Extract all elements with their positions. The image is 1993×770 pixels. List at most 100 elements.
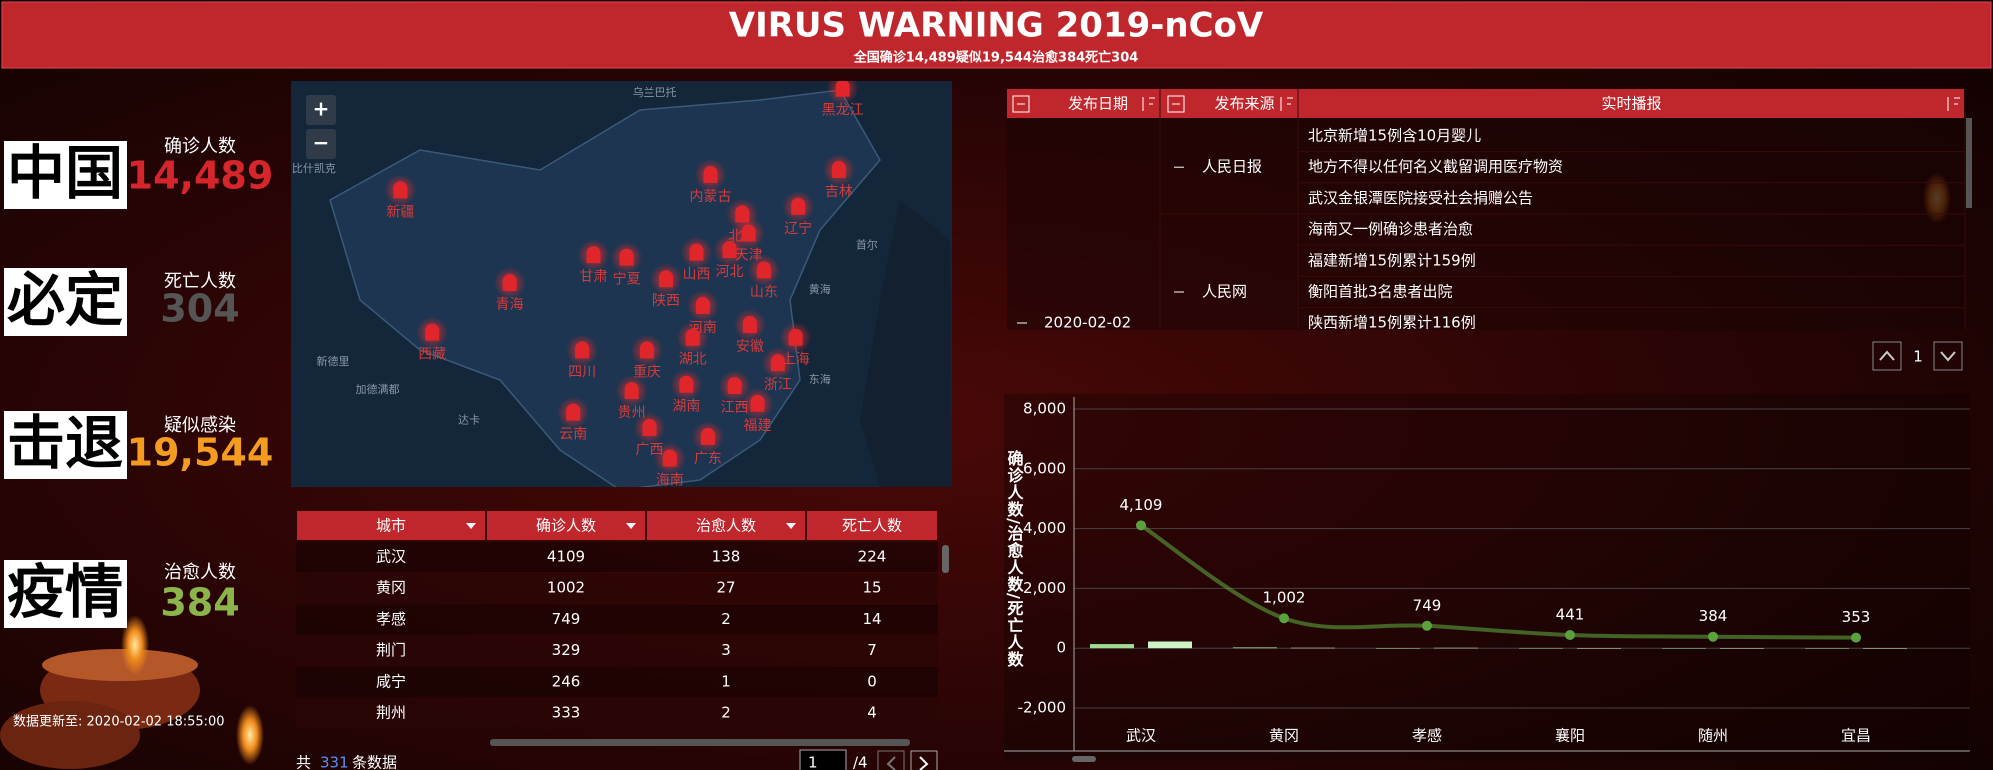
- slogan: 必定: [7, 266, 123, 334]
- line-point[interactable]: [1708, 631, 1718, 642]
- news-item[interactable]: 北京新增15例含10月婴儿: [1308, 127, 1481, 145]
- city-row[interactable]: [296, 666, 938, 697]
- news-scrollbar[interactable]: [1966, 118, 1972, 208]
- province-label: 黑龙江: [822, 103, 864, 119]
- filter-icon[interactable]: [786, 523, 796, 529]
- city-row[interactable]: [296, 635, 938, 666]
- collapse-button[interactable]: [1167, 95, 1185, 113]
- map-marker[interactable]: [689, 243, 704, 261]
- zoom-out-button[interactable]: [306, 129, 336, 159]
- news-next-page[interactable]: [1933, 341, 1963, 371]
- map-marker[interactable]: [393, 181, 408, 199]
- next-page[interactable]: [910, 750, 938, 770]
- line-point[interactable]: [1422, 620, 1432, 631]
- bar: [1577, 648, 1621, 649]
- city-row[interactable]: [296, 698, 938, 728]
- city-cell: 333: [552, 704, 581, 722]
- map-marker[interactable]: [659, 270, 674, 288]
- filter-icon[interactable]: [626, 523, 636, 529]
- map-marker[interactable]: [788, 328, 803, 346]
- page-title: VIRUS WARNING 2019-nCoV: [729, 6, 1264, 46]
- map-marker[interactable]: [835, 80, 850, 97]
- map-marker[interactable]: [722, 240, 737, 258]
- map-marker[interactable]: [741, 224, 756, 242]
- map-marker[interactable]: [791, 197, 806, 215]
- map-marker[interactable]: [639, 341, 654, 359]
- map-marker[interactable]: [700, 427, 715, 445]
- map-marker[interactable]: [425, 323, 440, 341]
- y-tick-label: 8,000: [1023, 400, 1066, 418]
- sort-icon[interactable]: [1947, 97, 1960, 111]
- stat-label: 疑似感染: [164, 415, 236, 436]
- y-tick-label: 4,000: [1023, 519, 1066, 537]
- province-label: 浙江: [764, 377, 792, 393]
- map-marker[interactable]: [679, 375, 694, 393]
- city-row[interactable]: [296, 604, 938, 635]
- prev-page[interactable]: [877, 750, 905, 770]
- map-marker[interactable]: [502, 274, 517, 292]
- collapse-button[interactable]: [1012, 95, 1030, 113]
- map-marker[interactable]: [703, 166, 718, 184]
- map-marker[interactable]: [742, 315, 757, 333]
- news-prev-page[interactable]: [1872, 341, 1902, 371]
- news-item[interactable]: 衡阳首批3名患者出院: [1308, 283, 1453, 301]
- map-marker[interactable]: [586, 246, 601, 264]
- map-marker[interactable]: [770, 354, 785, 372]
- map-marker[interactable]: [619, 248, 634, 266]
- news-column-header: 发布日期: [1068, 95, 1128, 113]
- city-cell: 1: [721, 672, 731, 690]
- sort-icon[interactable]: [1280, 97, 1293, 111]
- page-input[interactable]: [799, 749, 847, 770]
- city-row[interactable]: [296, 542, 938, 572]
- news-item[interactable]: 武汉金银潭医院接受社会捐赠公告: [1308, 189, 1533, 207]
- map-marker[interactable]: [624, 382, 639, 400]
- line-point[interactable]: [1565, 630, 1575, 641]
- city-cell: 4: [867, 704, 877, 722]
- map-marker[interactable]: [642, 418, 657, 436]
- x-tick-label: 黄冈: [1269, 727, 1299, 745]
- header-bar: [1, 1, 1992, 69]
- map-marker[interactable]: [662, 449, 677, 467]
- line-point[interactable]: [1851, 632, 1861, 643]
- stat-value: 19,544: [127, 431, 274, 475]
- bar: [1720, 648, 1764, 649]
- chart-scroll[interactable]: [1072, 756, 1096, 762]
- map-marker[interactable]: [685, 328, 700, 346]
- news-source: 人民网: [1202, 283, 1247, 301]
- map-marker[interactable]: [727, 376, 742, 394]
- line-point[interactable]: [1279, 613, 1289, 624]
- zoom-in-button[interactable]: [306, 95, 336, 125]
- bar: [1863, 648, 1907, 649]
- news-item[interactable]: 陕西新增15例累计116例: [1308, 314, 1476, 332]
- city-vscroll[interactable]: [942, 545, 949, 573]
- map-marker[interactable]: [566, 403, 581, 421]
- line-point[interactable]: [1136, 520, 1146, 531]
- sort-icon[interactable]: [1142, 97, 1155, 111]
- next-icon: [919, 756, 929, 770]
- city-hscroll[interactable]: [490, 739, 910, 746]
- city-cell: 4109: [547, 548, 585, 566]
- province-label: 青海: [496, 297, 524, 313]
- map-marker[interactable]: [575, 341, 590, 359]
- slogan: 中国: [7, 139, 123, 207]
- data-label: 384: [1699, 607, 1728, 625]
- news-item[interactable]: 地方不得以任何名义截留调用医疗物资: [1308, 158, 1563, 176]
- x-tick-label: 襄阳: [1555, 727, 1585, 745]
- place-label: 黄海: [809, 282, 831, 296]
- city-row[interactable]: [296, 573, 938, 604]
- map-marker[interactable]: [831, 160, 846, 178]
- stat-label: 死亡人数: [164, 271, 236, 292]
- news-item[interactable]: 海南又一例确诊患者治愈: [1308, 220, 1473, 238]
- province-label: 新疆: [386, 204, 414, 220]
- news-item[interactable]: 福建新增15例累计159例: [1308, 251, 1476, 269]
- map-marker[interactable]: [750, 394, 765, 412]
- news-header: [1007, 89, 1964, 118]
- slogan: 击退: [7, 409, 123, 477]
- filter-icon[interactable]: [466, 523, 476, 529]
- place-label: 达卡: [458, 414, 480, 427]
- place-label: 首尔: [856, 237, 878, 251]
- map-marker[interactable]: [695, 296, 710, 314]
- province-label: 吉林: [825, 184, 853, 200]
- y-tick-label: 6,000: [1023, 459, 1066, 477]
- map-marker[interactable]: [756, 261, 771, 279]
